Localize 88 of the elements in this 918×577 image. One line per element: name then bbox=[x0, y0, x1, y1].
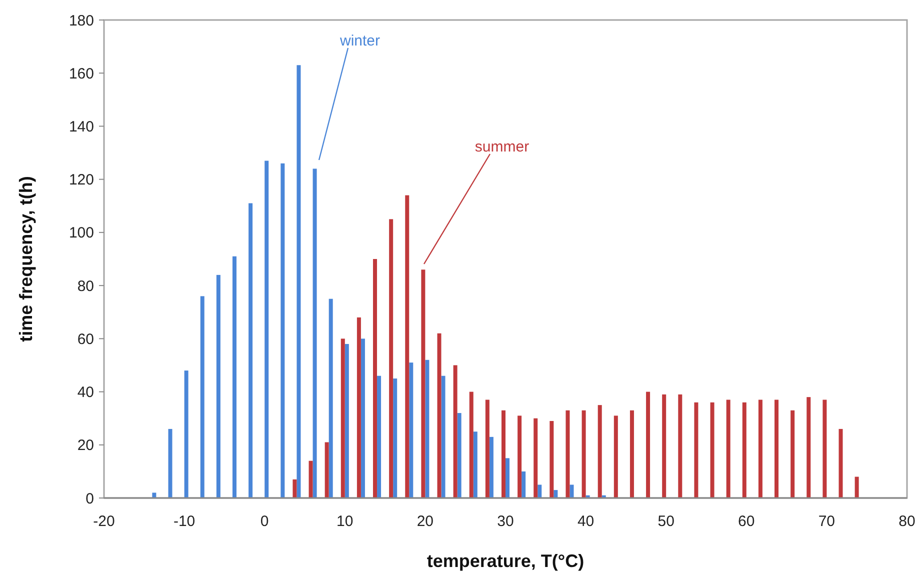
y-tick-label: 80 bbox=[77, 278, 94, 295]
text: summer bbox=[474, 138, 530, 156]
bar bbox=[216, 274, 220, 498]
bar bbox=[534, 418, 538, 498]
bar bbox=[292, 479, 297, 498]
x-tick-label: 10 bbox=[336, 513, 354, 530]
bar bbox=[489, 436, 494, 498]
x-tick-label: 60 bbox=[738, 513, 755, 530]
bar bbox=[308, 460, 313, 498]
bar bbox=[806, 397, 811, 498]
bar bbox=[838, 428, 843, 498]
bar bbox=[356, 317, 361, 498]
bar bbox=[393, 378, 398, 498]
text: winter bbox=[338, 32, 380, 50]
bar bbox=[377, 376, 382, 498]
bar bbox=[184, 370, 188, 498]
x-tick-label: 40 bbox=[577, 513, 594, 530]
x-tick-label: 80 bbox=[898, 513, 916, 530]
bar bbox=[598, 405, 602, 498]
bar bbox=[457, 413, 462, 498]
bar bbox=[469, 392, 474, 498]
bar bbox=[296, 65, 301, 498]
bar bbox=[506, 458, 510, 498]
bar bbox=[168, 428, 172, 498]
bar bbox=[646, 392, 650, 498]
bar bbox=[570, 484, 574, 498]
bar bbox=[340, 338, 345, 498]
bar bbox=[518, 416, 522, 498]
bar bbox=[662, 394, 666, 498]
bar bbox=[854, 476, 859, 498]
bar bbox=[248, 203, 253, 498]
bar bbox=[501, 410, 506, 498]
y-tick-label: 100 bbox=[68, 224, 94, 242]
x-axis-title: temperature, T(°C) bbox=[426, 551, 584, 571]
bar bbox=[742, 402, 746, 498]
bar bbox=[473, 432, 478, 498]
bar bbox=[437, 333, 442, 498]
bar bbox=[554, 490, 558, 498]
bar bbox=[441, 376, 446, 498]
y-tick-label: 180 bbox=[68, 12, 94, 30]
bar bbox=[678, 394, 682, 498]
y-tick-label: 60 bbox=[77, 330, 94, 348]
bar bbox=[453, 365, 458, 498]
x-tick-label: 50 bbox=[658, 513, 674, 530]
bar bbox=[389, 219, 394, 498]
bar bbox=[373, 259, 378, 498]
y-tick-label: 160 bbox=[68, 65, 94, 82]
bar bbox=[550, 420, 554, 498]
y-axis-title: time frequency, t(h) bbox=[16, 176, 36, 342]
bar bbox=[726, 400, 730, 498]
bar bbox=[485, 400, 490, 498]
bar bbox=[421, 270, 426, 498]
bar bbox=[822, 400, 827, 498]
bar bbox=[324, 442, 329, 498]
bar bbox=[200, 296, 204, 498]
x-tick-label: 0 bbox=[260, 513, 269, 530]
bar bbox=[614, 416, 618, 498]
bar bbox=[710, 402, 714, 498]
bar bbox=[409, 362, 414, 498]
bar bbox=[232, 256, 236, 498]
bar bbox=[425, 360, 430, 498]
bar bbox=[344, 344, 349, 498]
x-tick-label: 70 bbox=[818, 513, 836, 530]
y-tick-label: 40 bbox=[77, 384, 94, 402]
x-tick-label: -20 bbox=[93, 513, 115, 530]
bar bbox=[694, 402, 698, 498]
bar bbox=[360, 338, 365, 498]
x-tick-label: 30 bbox=[497, 513, 514, 530]
y-tick-label: 0 bbox=[86, 490, 94, 508]
y-tick-label: 120 bbox=[68, 172, 94, 189]
bar bbox=[758, 400, 762, 498]
bar bbox=[790, 410, 795, 498]
x-tick-label: 20 bbox=[416, 513, 434, 530]
bar bbox=[630, 410, 634, 498]
bar bbox=[312, 168, 317, 498]
bar bbox=[522, 471, 526, 498]
bar bbox=[566, 410, 570, 498]
bar bbox=[152, 492, 156, 498]
y-tick-label: 140 bbox=[68, 118, 94, 136]
bar bbox=[405, 195, 410, 498]
bar bbox=[280, 163, 285, 498]
x-tick-label: -10 bbox=[173, 513, 196, 530]
bar bbox=[774, 400, 779, 498]
y-tick-label: 20 bbox=[77, 437, 94, 454]
bar bbox=[538, 484, 542, 498]
bar bbox=[582, 410, 586, 498]
bar bbox=[264, 160, 269, 498]
bar bbox=[328, 298, 333, 498]
